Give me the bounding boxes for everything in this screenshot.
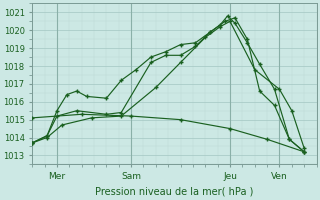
X-axis label: Pression niveau de la mer( hPa ): Pression niveau de la mer( hPa ) — [95, 187, 253, 197]
